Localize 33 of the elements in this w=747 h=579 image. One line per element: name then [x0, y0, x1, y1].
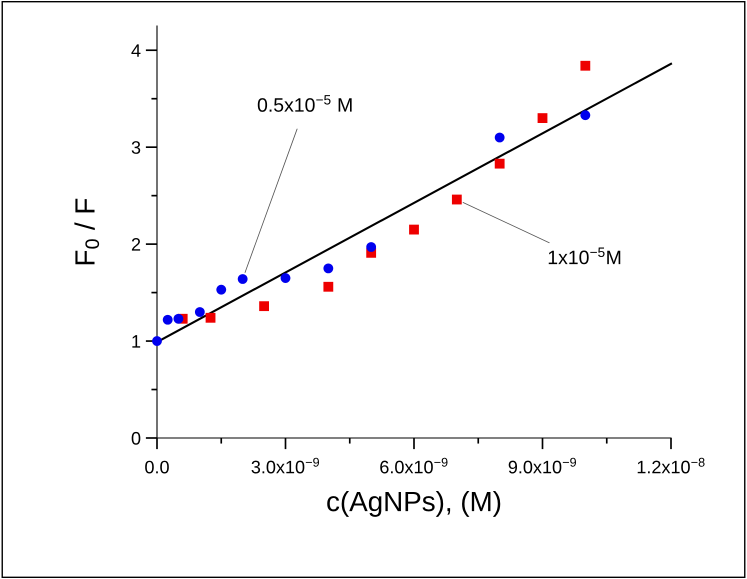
x-tick-label: 0.0 [145, 460, 169, 474]
point [452, 194, 462, 204]
point [259, 301, 269, 312]
point [538, 113, 548, 124]
point [323, 282, 334, 292]
x-tick-label: 1.2x10$^{−8}$ [638, 458, 705, 474]
point [494, 132, 505, 142]
x-tick-label: 9.0x10$^{−9}$ [508, 458, 576, 474]
y-tick-label: 2 [132, 238, 140, 251]
annotation: 1x10$^{−5}$M [548, 248, 620, 264]
point [409, 224, 419, 234]
y-tick-label: 3 [132, 141, 140, 154]
y-tick-label: 0 [132, 432, 140, 445]
point [366, 242, 376, 252]
point [206, 312, 216, 323]
y-tick-label: 1 [132, 335, 140, 348]
y-axis-title: F$_{0}$ / F [74, 198, 100, 264]
x-tick-label: 3.0x10$^{−9}$ [252, 458, 320, 474]
point [494, 158, 505, 169]
point [162, 314, 173, 325]
point [152, 336, 162, 346]
annotation: 0.5x10$^{−5}$ M [258, 95, 352, 112]
x-axis-title: c(AgNPs), (M) [327, 490, 500, 517]
point [323, 263, 334, 274]
point [216, 284, 226, 295]
point [194, 307, 205, 317]
point [280, 273, 290, 283]
point [580, 60, 590, 71]
point [238, 274, 248, 284]
x-tick-label: 6.0x10$^{−9}$ [380, 458, 448, 474]
point [580, 110, 590, 120]
y-tick-label: 4 [131, 44, 140, 57]
point [174, 314, 184, 324]
